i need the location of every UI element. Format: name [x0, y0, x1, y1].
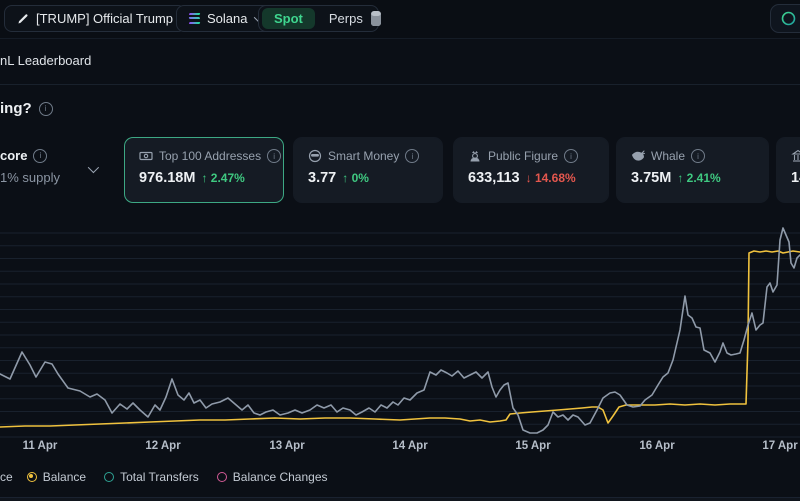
info-icon[interactable]: i	[267, 149, 282, 163]
series-balance	[0, 250, 800, 428]
x-tick-label: 17 Apr	[762, 440, 798, 452]
balance-legend-marker-icon	[26, 472, 37, 482]
chart-legend: ce Balance Total Transfers Balance Chang…	[0, 467, 346, 487]
tab-perps[interactable]: Perps	[328, 11, 363, 26]
token-name-label: [TRUMP] Official Trump	[36, 11, 174, 26]
legend-item-balance-changes[interactable]: Balance Changes	[216, 470, 328, 484]
x-tick-label: 15 Apr	[515, 440, 551, 452]
card-public-figure[interactable]: Public Figure i 633,113 ↓ 14.68%	[453, 137, 609, 203]
section-heading: ing? i	[0, 100, 53, 117]
top-bar: [TRUMP] Official Trump Solana Spot Perps…	[0, 0, 800, 39]
market-tabs: Spot Perps	[258, 5, 379, 32]
bottom-panel-edge	[0, 497, 800, 501]
card-exchange-partial[interactable]: 14	[776, 137, 800, 203]
header-action-button[interactable]: W	[770, 4, 800, 33]
public-figure-icon	[468, 149, 482, 163]
token-name-box[interactable]: [TRUMP] Official Trump	[4, 5, 187, 32]
holdings-line-chart[interactable]	[0, 220, 800, 440]
info-icon[interactable]: i	[33, 148, 48, 163]
card-label: Whale	[651, 149, 686, 163]
card-whale[interactable]: Whale i 3.75M ↑ 2.41%	[616, 137, 769, 203]
card-label: Smart Money	[328, 149, 400, 163]
info-icon[interactable]: i	[691, 149, 706, 163]
x-tick-label: 16 Apr	[639, 440, 675, 452]
card-label: Public Figure	[488, 149, 559, 163]
series-total-transfers	[0, 227, 800, 434]
card-change: ↑ 2.41%	[677, 171, 721, 185]
info-icon[interactable]: i	[564, 149, 579, 163]
whale-icon	[631, 149, 645, 163]
holder-score-filter[interactable]: core i 1% supply	[0, 148, 110, 185]
nav-item-pnl-leaderboard[interactable]: nL Leaderboard	[0, 53, 92, 68]
bank-icon	[791, 149, 800, 163]
x-tick-label: 14 Apr	[392, 440, 428, 452]
card-smart-money[interactable]: Smart Money i 3.77 ↑ 0%	[293, 137, 443, 203]
info-icon[interactable]: i	[38, 101, 53, 116]
card-change: ↑ 0%	[342, 171, 369, 185]
x-axis-labels: 11 Apr 12 Apr 13 Apr 14 Apr 15 Apr 16 Apr 17 A…	[0, 440, 800, 456]
card-value: 976.18M	[139, 170, 196, 186]
legend-item-balance[interactable]: Balance	[26, 470, 86, 484]
x-tick-label: 12 Apr	[145, 440, 181, 452]
copy-icon[interactable]	[371, 11, 381, 26]
solana-icon	[188, 12, 201, 25]
legend-item-total-transfers[interactable]: Total Transfers	[104, 470, 199, 484]
filter-subtitle: 1% supply	[0, 170, 60, 185]
smart-money-face-icon	[308, 149, 322, 163]
toggle-circle-icon	[781, 11, 796, 26]
section-heading-text: ing?	[0, 100, 32, 117]
banknote-icon	[139, 149, 153, 163]
x-tick-label: 13 Apr	[269, 440, 305, 452]
x-tick-label: 11 Apr	[22, 440, 58, 452]
card-change: ↑ 2.47%	[201, 171, 245, 185]
pencil-icon	[17, 13, 29, 25]
legend-item-price-partial[interactable]: ce	[0, 470, 13, 484]
balance-changes-legend-marker-icon	[216, 472, 227, 482]
card-value: 3.75M	[631, 170, 672, 186]
card-label: Top 100 Addresses	[159, 149, 262, 163]
secondary-nav: nL Leaderboard	[0, 38, 800, 85]
card-change: ↓ 14.68%	[525, 171, 576, 185]
network-label: Solana	[207, 11, 248, 26]
total-transfers-legend-marker-icon	[104, 472, 115, 482]
card-value: 3.77	[308, 170, 337, 186]
info-icon[interactable]: i	[405, 149, 420, 163]
card-value: 14	[791, 170, 800, 186]
tab-spot[interactable]: Spot	[262, 8, 315, 29]
card-top-100-addresses[interactable]: Top 100 Addresses i 976.18M ↑ 2.47%	[124, 137, 284, 203]
filter-title: core	[0, 148, 28, 163]
card-value: 633,113	[468, 170, 520, 186]
